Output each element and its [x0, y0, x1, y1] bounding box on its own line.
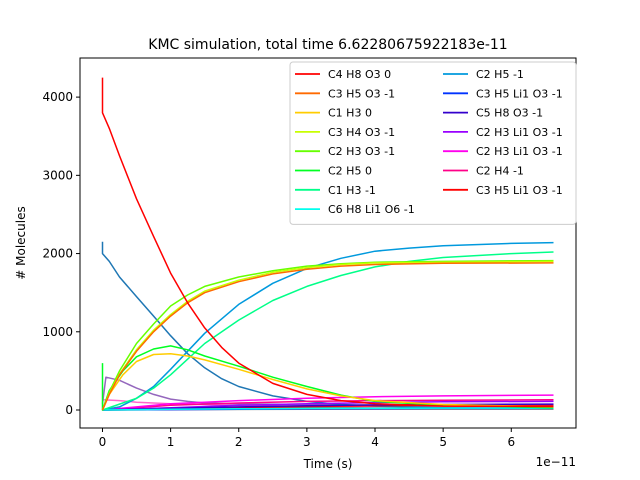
x-tick-label: 3: [303, 435, 311, 449]
legend-label: C2 H5 -1: [476, 68, 524, 81]
x-axis-offset-label: 1e−11: [536, 455, 576, 469]
y-tick-label: 4000: [42, 90, 73, 104]
series-layer: [101, 77, 554, 411]
series-line-3: [101, 352, 554, 411]
legend-label: C3 H5 Li1 O3 -1: [476, 184, 563, 197]
legend-label: C3 H5 Li1 O3 -1: [476, 87, 563, 100]
series-line-1: [101, 77, 554, 408]
legend-label: C4 H8 O3 0: [328, 68, 391, 81]
x-tick-label: 1: [167, 435, 175, 449]
y-axis-ticks: 0 1000 2000 3000 4000: [42, 90, 80, 417]
x-tick-label: 5: [439, 435, 447, 449]
x-tick-label: 2: [235, 435, 243, 449]
chart-title: KMC simulation, total time 6.62280675922…: [148, 37, 507, 53]
series-line-13: [102, 394, 554, 411]
legend-label: C5 H8 O3 -1: [476, 107, 543, 120]
y-tick-label: 1000: [42, 325, 73, 339]
axes-frame: [79, 57, 577, 429]
legend-label: C1 H3 -1: [328, 184, 376, 197]
x-axis-label: Time (s): [303, 457, 353, 471]
legend-label: C2 H3 O3 -1: [328, 145, 395, 158]
x-tick-label: 4: [371, 435, 379, 449]
y-tick-label: 3000: [42, 168, 73, 182]
series-line-14: [102, 399, 554, 411]
legend-label: C2 H5 0: [328, 165, 372, 178]
y-axis-label: # Molecules: [14, 206, 28, 279]
legend-label: C2 H3 Li1 O3 -1: [476, 145, 563, 158]
legend-label: C3 H5 O3 -1: [328, 87, 395, 100]
legend: C4 H8 O3 0 C3 H5 O3 -1 C1 H3 0 C3 H4 O3 -1 C…: [289, 61, 577, 225]
x-axis-ticks: 0 1 2 3 4 5 6: [99, 428, 515, 449]
x-tick-label: 0: [99, 435, 107, 449]
y-tick-label: 2000: [42, 247, 73, 261]
legend-label: C1 H3 0: [328, 107, 372, 120]
x-tick-label: 6: [507, 435, 515, 449]
legend-label: C2 H3 Li1 O3 -1: [476, 126, 563, 139]
series-line-2: [101, 262, 554, 411]
legend-box: [289, 61, 577, 225]
plot-area: 0 1 2 3 4 5 6 0 1000 2000 3000 4000: [42, 57, 577, 449]
series-line-8: [102, 407, 554, 411]
legend-label: C2 H4 -1: [476, 165, 524, 178]
y-tick-label: 0: [65, 403, 73, 417]
legend-label: C6 H8 Li1 O6 -1: [328, 203, 415, 216]
legend-label: C3 H4 O3 -1: [328, 126, 395, 139]
series-line-7: [102, 251, 554, 411]
